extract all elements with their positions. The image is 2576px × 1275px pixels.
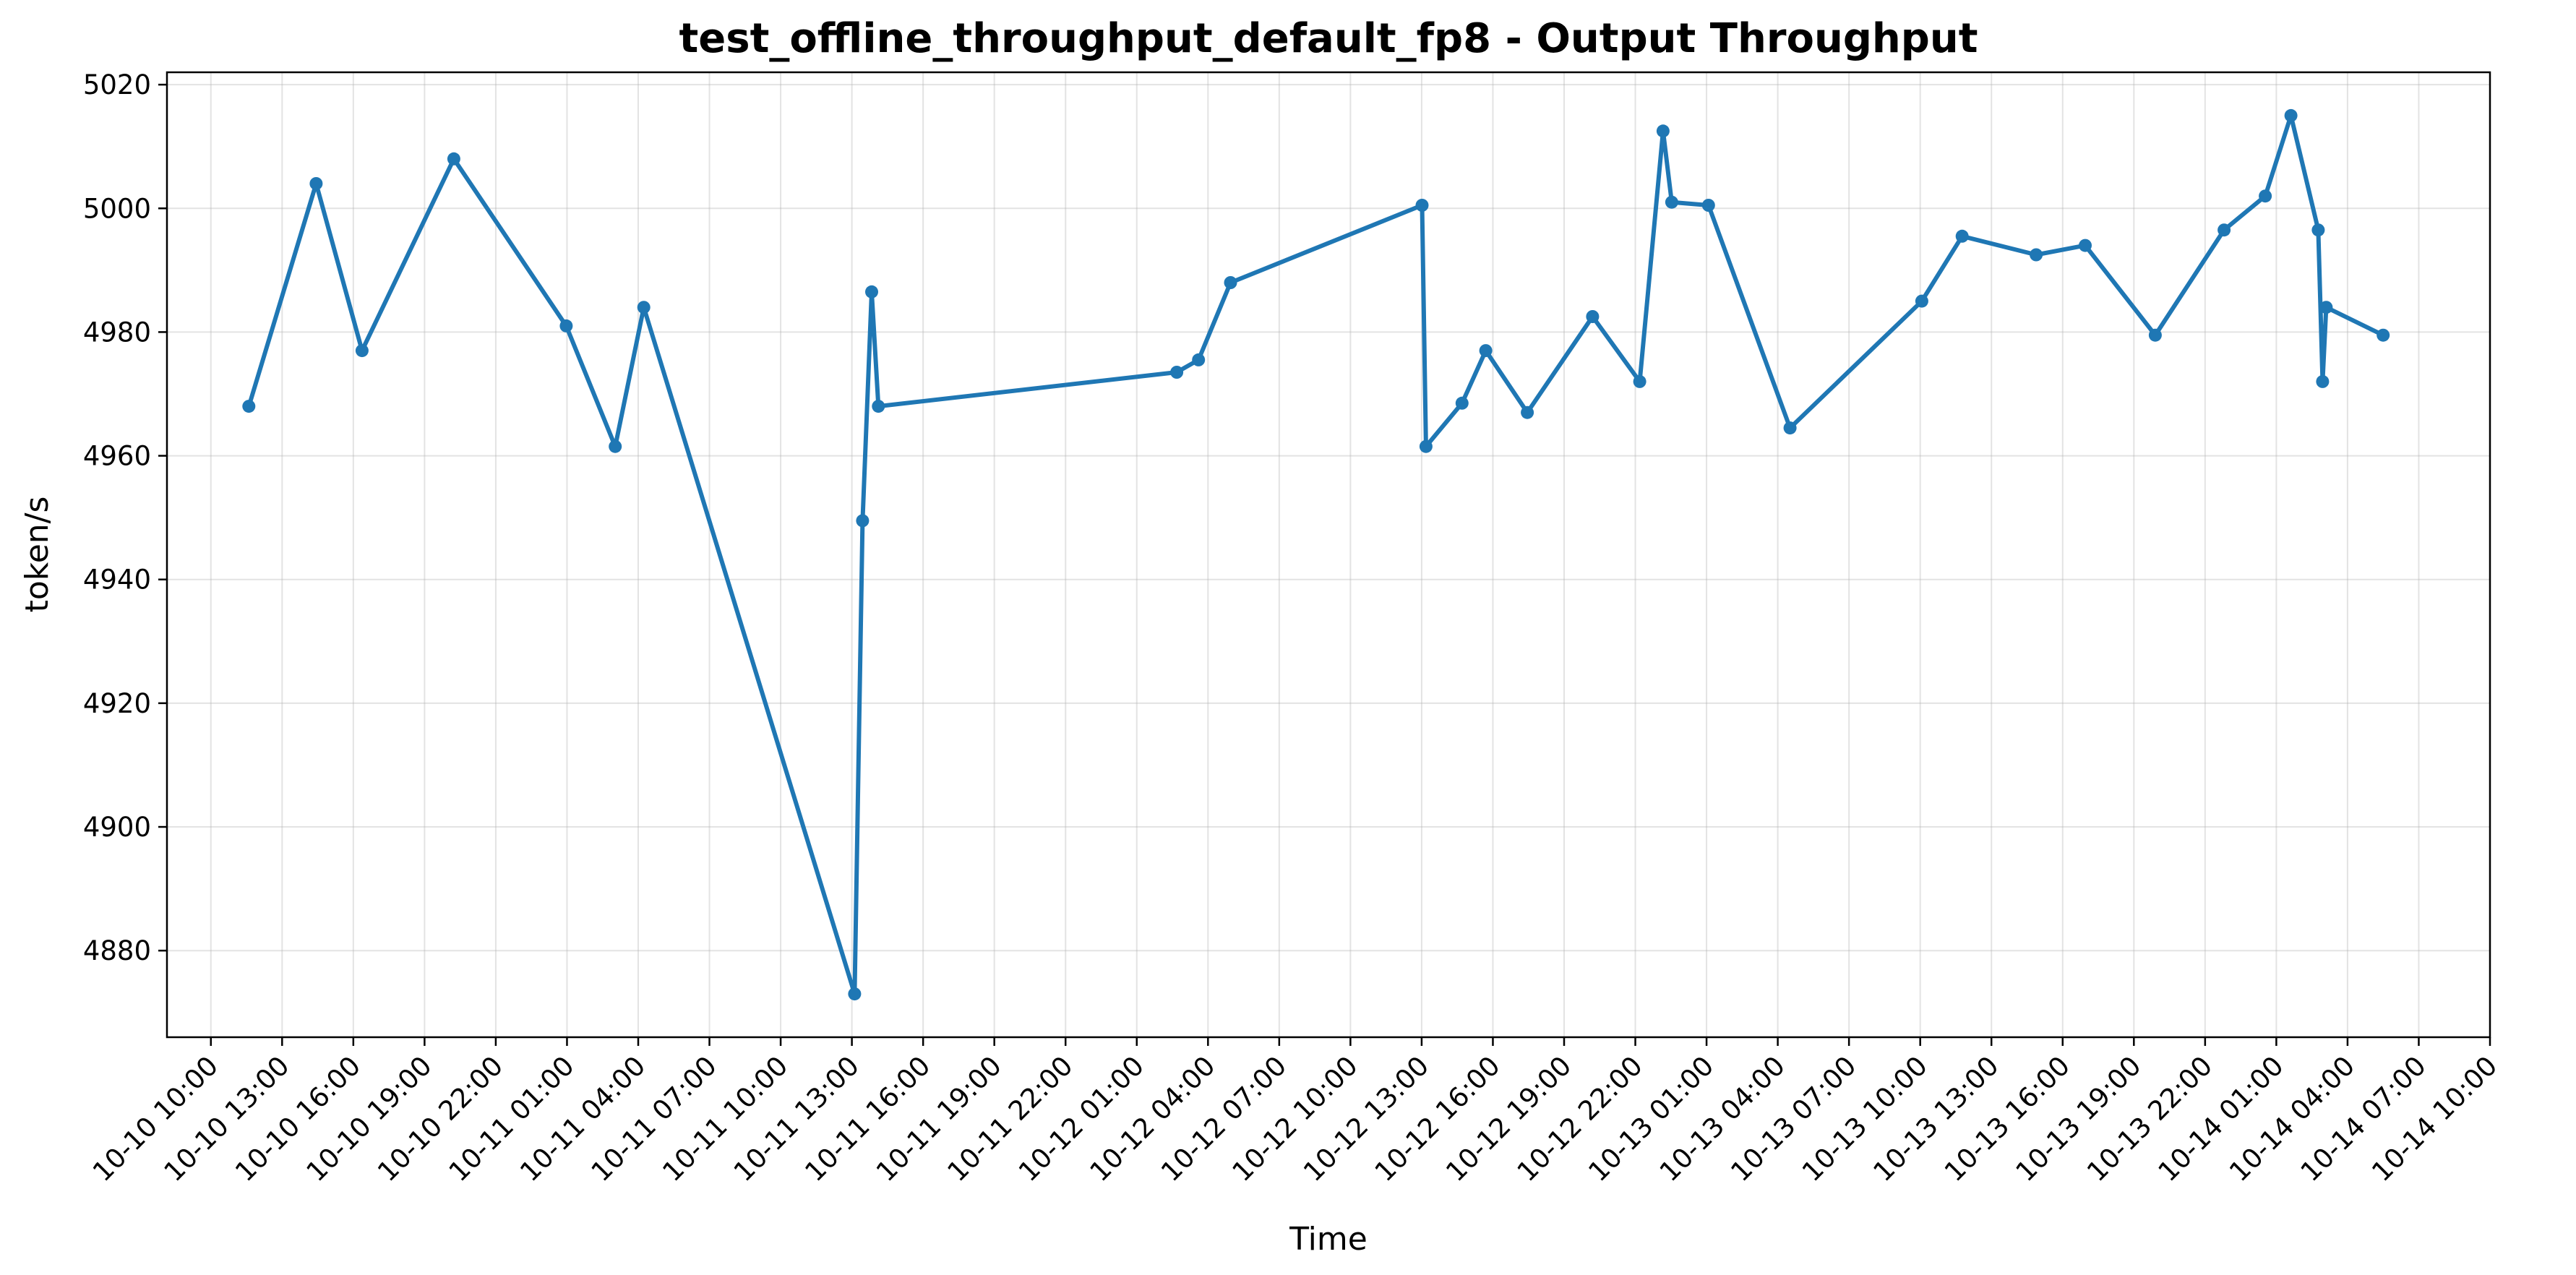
- y-tick-label: 5000: [83, 193, 151, 224]
- data-point: [242, 400, 256, 413]
- y-axis-label: token/s: [19, 497, 56, 613]
- y-tick-label: 4960: [83, 441, 151, 472]
- data-point: [309, 177, 323, 190]
- data-point: [872, 400, 885, 413]
- y-tick-label: 4920: [83, 688, 151, 719]
- data-point: [609, 439, 622, 453]
- data-point: [2319, 301, 2333, 314]
- data-point: [1586, 310, 1600, 323]
- data-point: [637, 301, 651, 314]
- data-point: [865, 285, 878, 299]
- data-point: [2316, 374, 2330, 388]
- data-point: [1479, 344, 1493, 358]
- y-tick-label: 5020: [83, 69, 151, 100]
- data-point: [1224, 276, 1237, 289]
- data-point: [2284, 108, 2298, 122]
- y-tick-label: 4880: [83, 935, 151, 966]
- series-layer: [242, 108, 2390, 1001]
- data-point: [2217, 223, 2231, 237]
- x-axis-label: Time: [1289, 1221, 1368, 1258]
- chart-title: test_offline_throughput_default_fp8 - Ou…: [679, 15, 1978, 62]
- data-point: [1633, 374, 1647, 388]
- data-point: [1656, 124, 1670, 138]
- data-point: [2148, 328, 2162, 342]
- data-point: [2311, 223, 2325, 237]
- data-point: [1665, 195, 1678, 209]
- data-point: [2259, 189, 2272, 203]
- data-point: [1701, 199, 1715, 212]
- data-point: [559, 319, 573, 332]
- data-point: [2079, 239, 2092, 252]
- data-point: [1955, 229, 1969, 243]
- data-point: [1521, 405, 1534, 419]
- y-tick-label: 4980: [83, 317, 151, 348]
- data-point: [355, 344, 369, 358]
- grid-lines: [167, 72, 2491, 1037]
- data-point: [1783, 421, 1797, 435]
- y-tick-label: 4940: [83, 564, 151, 596]
- plot-frame: [166, 71, 2491, 1039]
- data-point: [1170, 366, 1184, 379]
- data-point: [2377, 328, 2390, 342]
- data-point: [856, 514, 870, 528]
- data-point: [1192, 353, 1206, 366]
- data-point: [1455, 396, 1469, 410]
- data-point: [1415, 199, 1429, 212]
- data-point: [1915, 294, 1928, 308]
- y-tick-label: 4900: [83, 812, 151, 843]
- data-point: [848, 987, 862, 1001]
- data-point: [2030, 248, 2043, 262]
- data-point: [1419, 439, 1433, 453]
- data-point: [447, 152, 460, 166]
